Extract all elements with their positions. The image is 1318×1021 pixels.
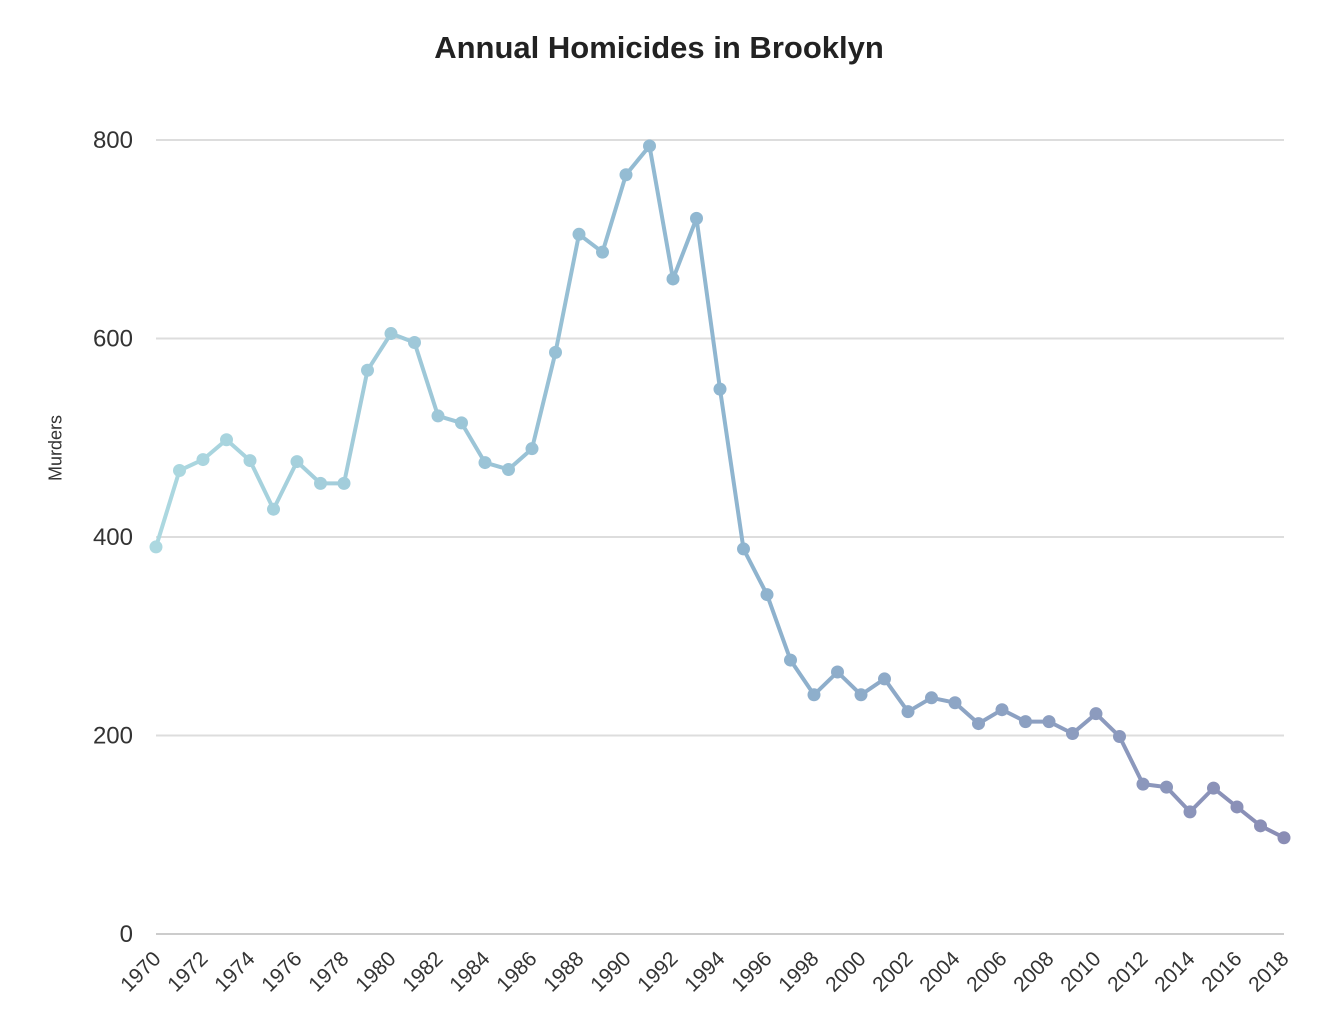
- data-point: [290, 455, 304, 469]
- x-tick-label: 1986: [492, 947, 541, 996]
- x-tick-label: 1992: [633, 947, 682, 996]
- data-point: [596, 245, 609, 259]
- x-tick-label: 1980: [351, 947, 400, 996]
- x-tick-label: 1984: [445, 947, 495, 997]
- x-tick-label: 1974: [210, 947, 260, 997]
- x-tick-label: 2014: [1150, 947, 1200, 997]
- data-point: [314, 476, 327, 490]
- data-point: [1277, 831, 1291, 845]
- x-axis-ticks: 1970197219741976197819801982198419861988…: [116, 947, 1293, 997]
- data-point: [995, 703, 1009, 717]
- x-tick-label: 2002: [868, 947, 917, 996]
- data-point: [831, 665, 844, 679]
- data-point: [384, 327, 398, 341]
- data-point: [502, 463, 515, 477]
- data-point: [878, 672, 891, 686]
- data-point: [572, 227, 586, 241]
- data-point: [1136, 777, 1150, 791]
- x-tick-label: 2006: [962, 947, 1011, 996]
- data-point: [478, 456, 492, 470]
- x-tick-label: 1970: [116, 947, 165, 996]
- data-point: [925, 691, 938, 705]
- data-point: [666, 272, 680, 286]
- data-point: [431, 409, 445, 423]
- y-tick-label: 400: [93, 524, 133, 551]
- x-tick-label: 1998: [774, 947, 823, 996]
- x-tick-label: 1982: [398, 947, 447, 996]
- data-point: [972, 717, 985, 731]
- data-point: [267, 502, 280, 516]
- y-axis-ticks: 0 200 400 600 800: [93, 127, 133, 948]
- y-tick-label: 800: [93, 127, 133, 154]
- x-tick-label: 1990: [586, 947, 635, 996]
- data-point: [1207, 781, 1220, 795]
- data-point: [619, 168, 633, 182]
- data-point: [1066, 727, 1079, 741]
- x-tick-label: 2018: [1244, 947, 1293, 996]
- x-tick-label: 2010: [1056, 947, 1105, 996]
- data-point: [549, 345, 562, 359]
- x-tick-label: 2016: [1197, 947, 1246, 996]
- y-tick-label: 600: [93, 326, 133, 353]
- data-point: [807, 688, 821, 702]
- data-point: [854, 688, 868, 702]
- data-point: [243, 454, 257, 468]
- data-point: [643, 139, 656, 153]
- y-tick-label: 200: [93, 723, 133, 750]
- data-point: [173, 464, 186, 478]
- x-tick-label: 1994: [680, 947, 730, 997]
- data-point: [361, 363, 374, 377]
- data-point: [196, 453, 210, 467]
- data-point: [1042, 715, 1056, 729]
- data-points: [149, 139, 1291, 845]
- x-tick-label: 1988: [539, 947, 588, 996]
- data-point: [901, 705, 915, 719]
- data-point: [760, 588, 774, 602]
- x-tick-label: 1978: [304, 947, 353, 996]
- data-point: [948, 696, 962, 710]
- y-axis-label: Murders: [45, 414, 66, 482]
- data-point: [1230, 800, 1244, 814]
- x-tick-label: 2000: [821, 947, 870, 996]
- x-tick-label: 1976: [257, 947, 306, 996]
- x-tick-label: 2004: [915, 947, 965, 997]
- data-point: [1019, 715, 1032, 729]
- x-tick-label: 2008: [1009, 947, 1058, 996]
- data-point: [1160, 780, 1173, 794]
- data-point: [784, 653, 797, 667]
- data-point: [337, 476, 351, 490]
- data-point: [1183, 805, 1197, 819]
- data-point: [455, 416, 468, 430]
- chart-title: Annual Homicides in Brooklyn: [434, 30, 884, 65]
- data-point: [690, 211, 703, 225]
- x-tick-label: 1996: [727, 947, 776, 996]
- y-tick-label: 0: [120, 921, 133, 948]
- data-point: [220, 433, 233, 447]
- x-tick-label: 2012: [1103, 947, 1152, 996]
- data-point: [737, 542, 750, 556]
- gridlines: [156, 139, 1284, 935]
- data-point: [525, 442, 539, 456]
- x-tick-label: 1972: [163, 947, 212, 996]
- data-point: [1089, 707, 1103, 721]
- data-point: [713, 382, 727, 396]
- data-point: [1254, 819, 1267, 833]
- data-point: [408, 335, 421, 349]
- data-point: [149, 540, 163, 554]
- data-point: [1113, 729, 1126, 743]
